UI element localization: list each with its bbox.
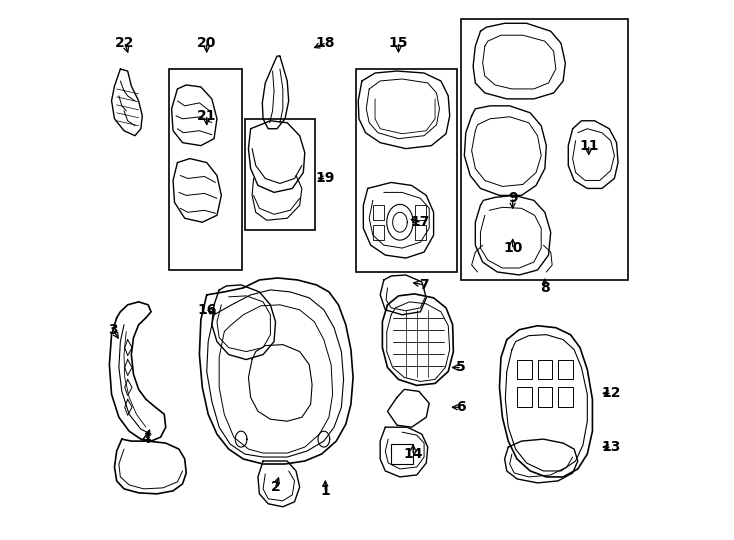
Text: 12: 12 <box>601 386 620 400</box>
Text: 16: 16 <box>197 303 217 317</box>
Bar <box>373 225 384 240</box>
Text: 19: 19 <box>316 172 335 185</box>
Bar <box>415 205 426 220</box>
Bar <box>373 205 384 220</box>
Bar <box>356 69 457 272</box>
Text: 4: 4 <box>141 432 151 446</box>
Bar <box>391 444 413 464</box>
Bar <box>517 387 531 407</box>
Bar <box>517 360 531 380</box>
Text: 21: 21 <box>197 109 217 123</box>
Text: 2: 2 <box>271 480 280 494</box>
Text: 1: 1 <box>321 484 330 498</box>
Text: 9: 9 <box>508 191 517 205</box>
Text: 8: 8 <box>540 281 550 295</box>
Bar <box>537 360 552 380</box>
Text: 13: 13 <box>601 440 620 454</box>
Bar <box>462 19 628 280</box>
Text: 10: 10 <box>503 241 523 255</box>
Text: 5: 5 <box>456 361 465 375</box>
Bar <box>558 360 573 380</box>
Text: 14: 14 <box>404 447 423 461</box>
Text: 15: 15 <box>389 36 408 50</box>
Text: 20: 20 <box>197 36 217 50</box>
Text: 17: 17 <box>411 215 430 230</box>
Text: 7: 7 <box>419 278 429 292</box>
Bar <box>169 69 241 270</box>
Bar <box>415 225 426 240</box>
Text: 22: 22 <box>115 36 134 50</box>
Bar <box>537 387 552 407</box>
Bar <box>244 119 315 230</box>
Text: 18: 18 <box>316 36 335 50</box>
Text: 6: 6 <box>456 400 465 414</box>
Text: 3: 3 <box>108 323 118 337</box>
Bar <box>558 387 573 407</box>
Text: 11: 11 <box>579 139 598 153</box>
